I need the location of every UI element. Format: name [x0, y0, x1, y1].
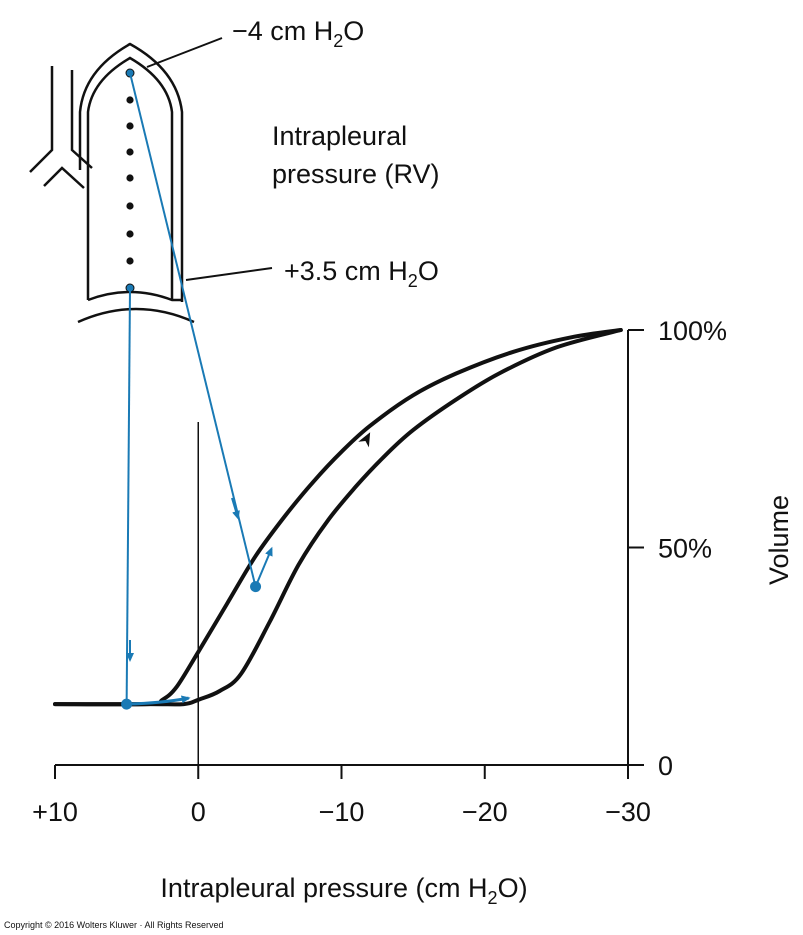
lung-inner-wall	[86, 56, 174, 300]
bronchus-fork	[43, 166, 85, 189]
lung-outer-wall	[78, 42, 184, 302]
copyright-notice: Copyright © 2016 Wolters Kluwer · All Ri…	[4, 920, 224, 930]
base-leader-line	[185, 267, 273, 281]
expiration-curve	[53, 328, 623, 707]
y-axis-title: Volume	[764, 495, 794, 585]
chart-axes	[54, 329, 644, 779]
diagram-title-line2: pressure (RV)	[272, 159, 440, 189]
trachea-outline	[29, 66, 54, 173]
y-tick-label: 100%	[658, 316, 727, 346]
apex-pressure-label: −4 cm H2O	[232, 16, 364, 51]
apex-leader-line	[146, 37, 223, 68]
inspiration-curve	[53, 328, 623, 707]
x-tick-label: −30	[605, 797, 651, 827]
lung-diagram: −4 cm H2O +3.5 cm H2O Intrapleural press…	[29, 16, 440, 324]
apex-direction-arrow	[231, 497, 240, 520]
y-tick-label: 50%	[658, 534, 712, 564]
y-tick-label: 0	[658, 751, 673, 781]
diagram-title-line1: Intrapleural	[272, 121, 407, 151]
chart-curves	[53, 328, 623, 707]
apex-move-arrow	[254, 546, 273, 588]
diaphragm-lower	[77, 307, 195, 324]
x-axis-title: Intrapleural pressure (cm H2O)	[160, 873, 527, 908]
x-tick-label: +10	[32, 797, 78, 827]
base-pressure-label: +3.5 cm H2O	[284, 256, 439, 291]
apex-connector-line	[129, 72, 257, 587]
x-tick-label: −20	[462, 797, 508, 827]
base-point-marker	[121, 698, 133, 710]
chart-connectors	[121, 72, 273, 710]
apex-point-marker	[250, 581, 262, 593]
inspiration-arrowhead	[358, 432, 371, 448]
bronchus-outline	[70, 70, 93, 169]
base-move-arrow	[126, 695, 191, 706]
base-connector-line	[125, 287, 131, 705]
x-tick-label: −10	[319, 797, 365, 827]
diaphragm-upper	[87, 290, 182, 302]
x-tick-label: 0	[191, 797, 206, 827]
alveoli-dots	[126, 96, 134, 265]
